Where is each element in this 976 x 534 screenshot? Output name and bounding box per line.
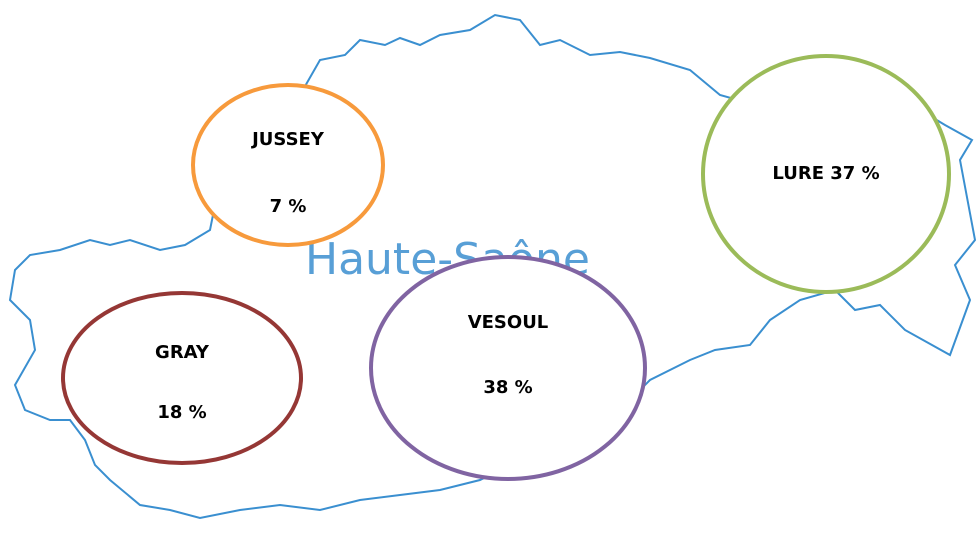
region-bubble [701,54,951,294]
region-label: VESOUL [468,312,549,333]
region-bubble [191,83,385,247]
region-bubble [61,291,303,465]
region-label: GRAY [155,342,210,363]
region-label: 18 % [157,402,206,423]
region-outline [8,13,976,520]
region-label: LURE 37 % [772,163,879,184]
region-label: 7 % [270,196,307,217]
region-label: 38 % [483,377,532,398]
region-label: JUSSEY [250,129,325,150]
region-bubble [369,255,647,481]
